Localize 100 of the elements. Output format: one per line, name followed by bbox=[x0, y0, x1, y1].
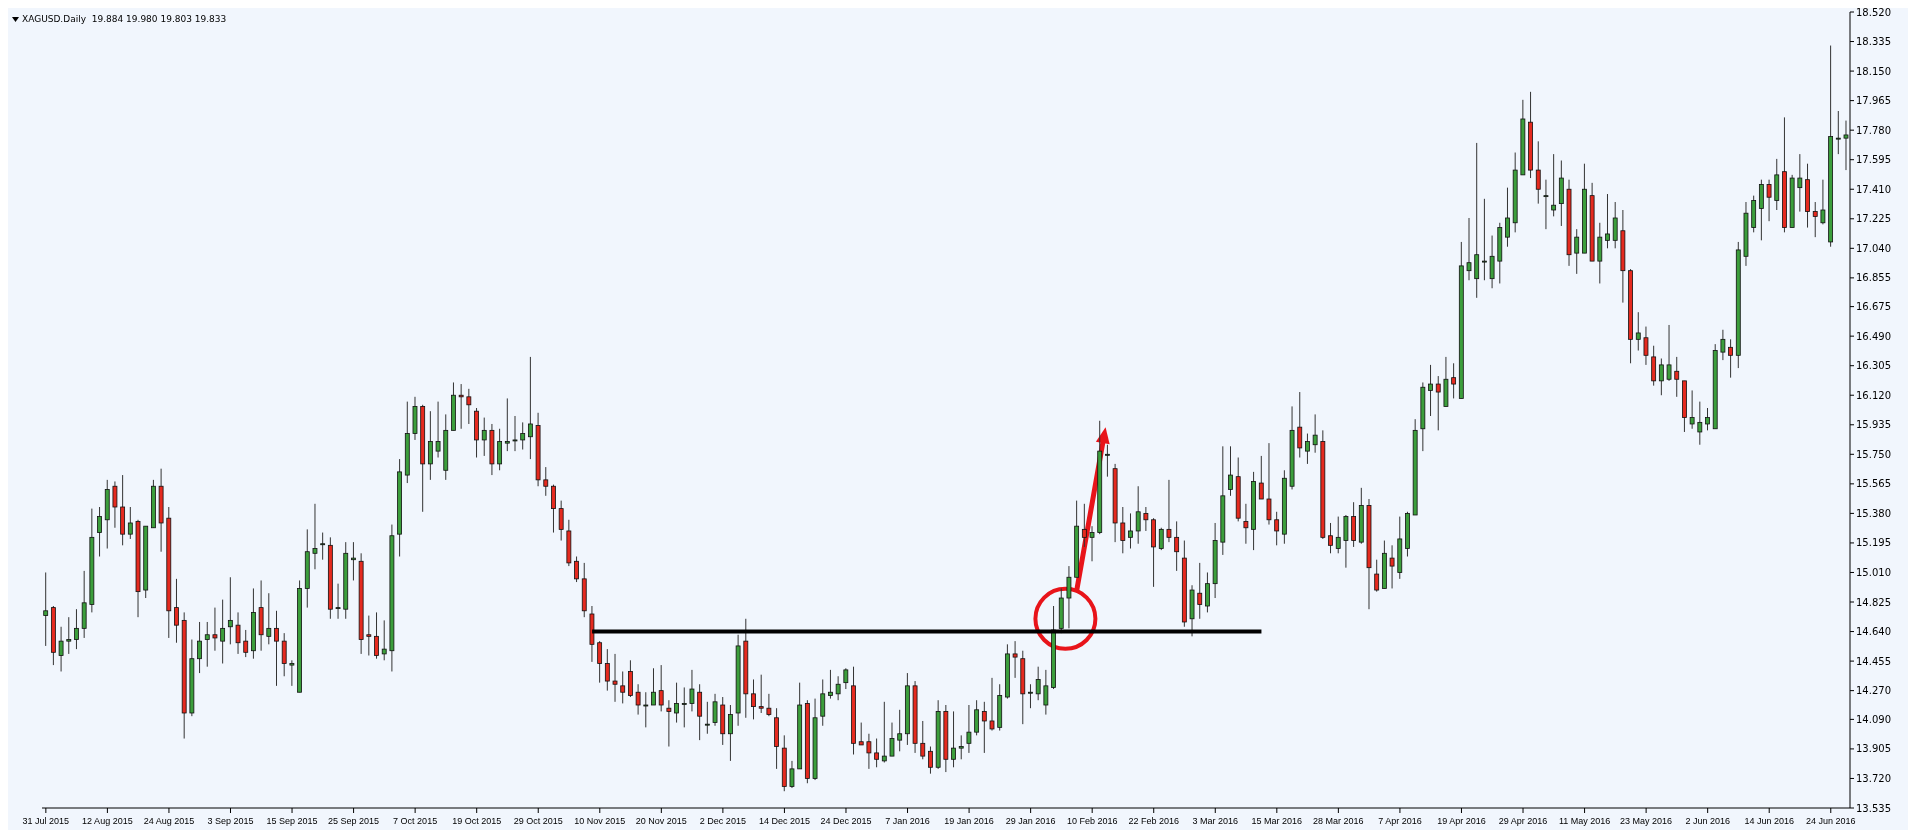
candlestick bbox=[1835, 110, 1841, 155]
candlestick bbox=[1274, 511, 1280, 546]
candlestick bbox=[235, 611, 241, 655]
candlestick bbox=[1766, 179, 1772, 222]
candlestick bbox=[728, 704, 733, 762]
candlestick bbox=[1081, 503, 1087, 548]
candlestick bbox=[458, 383, 464, 430]
candlestick bbox=[1258, 455, 1264, 500]
candlestick bbox=[1297, 391, 1303, 458]
candlestick bbox=[628, 659, 633, 698]
x-tick-label: 19 Apr 2016 bbox=[1437, 816, 1486, 826]
y-tick-label: 17.410 bbox=[1856, 183, 1891, 195]
candlestick bbox=[1066, 565, 1072, 629]
candlestick bbox=[381, 619, 387, 661]
candlestick bbox=[366, 615, 372, 657]
candlestick bbox=[1374, 559, 1380, 593]
y-tick-label: 16.120 bbox=[1856, 389, 1891, 401]
x-tick-label: 28 Mar 2016 bbox=[1313, 816, 1364, 826]
x-tick-label: 24 Jun 2016 bbox=[1805, 816, 1856, 826]
candlestick bbox=[1351, 501, 1357, 548]
candlestick bbox=[1012, 640, 1018, 679]
candlestick bbox=[527, 356, 533, 460]
candlestick bbox=[551, 484, 556, 534]
candlestick bbox=[689, 669, 695, 712]
candlestick bbox=[435, 401, 441, 458]
candlestick bbox=[558, 500, 564, 542]
candlestick bbox=[1543, 179, 1549, 230]
candlestick bbox=[312, 503, 318, 570]
candlestick bbox=[74, 608, 79, 650]
y-tick-label: 18.520 bbox=[1856, 6, 1891, 18]
y-tick-label: 16.855 bbox=[1856, 272, 1891, 284]
candlestick bbox=[1643, 326, 1649, 366]
candlestick bbox=[1043, 669, 1049, 716]
candlestick bbox=[597, 640, 603, 684]
y-tick-label: 14.270 bbox=[1856, 685, 1891, 697]
x-tick-label: 23 May 2016 bbox=[1620, 816, 1673, 826]
y-tick-label: 13.905 bbox=[1856, 743, 1891, 755]
y-tick-label: 16.305 bbox=[1856, 360, 1891, 372]
candlestick bbox=[1551, 153, 1557, 217]
candlestick bbox=[1389, 544, 1395, 589]
candlestick bbox=[243, 629, 249, 658]
candlestick bbox=[1689, 389, 1695, 430]
candlestick bbox=[651, 667, 656, 706]
candlestick bbox=[681, 686, 687, 728]
candlestick bbox=[227, 576, 233, 645]
y-tick-label: 17.780 bbox=[1856, 124, 1891, 136]
candlestick bbox=[1105, 444, 1110, 478]
x-tick-label: 11 May 2016 bbox=[1558, 816, 1611, 826]
candlestick bbox=[1720, 329, 1726, 361]
candlestick bbox=[127, 506, 133, 540]
x-tick-label: 7 Oct 2015 bbox=[393, 816, 438, 826]
candlestick bbox=[1143, 506, 1149, 532]
y-tick-label: 15.750 bbox=[1856, 448, 1891, 460]
candlestick bbox=[481, 417, 487, 457]
candlestick bbox=[866, 733, 872, 770]
candlestick bbox=[1697, 401, 1703, 446]
candlestick bbox=[1728, 338, 1733, 379]
candlestick bbox=[1028, 683, 1033, 709]
y-tick-label: 18.335 bbox=[1856, 36, 1891, 48]
x-tick-label: 3 Sep 2015 bbox=[207, 816, 254, 826]
candlestick bbox=[1605, 193, 1610, 249]
y-tick-label: 15.380 bbox=[1856, 507, 1891, 519]
candlestick bbox=[674, 682, 679, 724]
candlestick bbox=[766, 693, 772, 717]
x-tick-label: 24 Dec 2015 bbox=[820, 816, 872, 826]
candlestick bbox=[335, 583, 341, 620]
candlestick bbox=[1635, 311, 1641, 352]
x-tick-label: 12 Aug 2015 bbox=[82, 816, 133, 826]
candlestick bbox=[466, 388, 472, 425]
candlestick bbox=[220, 599, 226, 664]
candlestick bbox=[374, 611, 379, 660]
candlestick bbox=[828, 669, 833, 700]
candlestick bbox=[666, 699, 672, 748]
candlestick bbox=[1758, 179, 1764, 241]
candlestick bbox=[1205, 571, 1210, 613]
y-tick-label: 14.455 bbox=[1856, 655, 1891, 667]
candlestick bbox=[989, 677, 995, 732]
y-tick-label: 17.040 bbox=[1856, 242, 1891, 254]
x-tick-label: 2 Jun 2016 bbox=[1685, 816, 1730, 826]
y-tick-label: 16.675 bbox=[1856, 301, 1891, 313]
candlestick bbox=[920, 720, 926, 760]
candlestick bbox=[974, 699, 980, 736]
candlestick bbox=[97, 506, 102, 558]
candlestick bbox=[604, 648, 610, 692]
candlestick bbox=[66, 616, 72, 655]
candlestick bbox=[1328, 522, 1333, 554]
x-tick-label: 14 Dec 2015 bbox=[758, 816, 810, 826]
candlestick bbox=[1651, 345, 1657, 387]
candlestick bbox=[1474, 142, 1480, 299]
candlestick bbox=[966, 704, 972, 754]
candlestick bbox=[1535, 140, 1541, 205]
y-tick-label: 14.640 bbox=[1856, 626, 1891, 638]
candlestick bbox=[820, 678, 826, 727]
candlestick bbox=[1128, 512, 1133, 550]
candlestick bbox=[320, 532, 326, 561]
candlestick bbox=[1135, 485, 1141, 545]
x-tick-label: 10 Nov 2015 bbox=[574, 816, 626, 826]
candlestick bbox=[881, 701, 887, 763]
candlestick bbox=[1166, 479, 1172, 543]
candlestick bbox=[197, 621, 202, 674]
